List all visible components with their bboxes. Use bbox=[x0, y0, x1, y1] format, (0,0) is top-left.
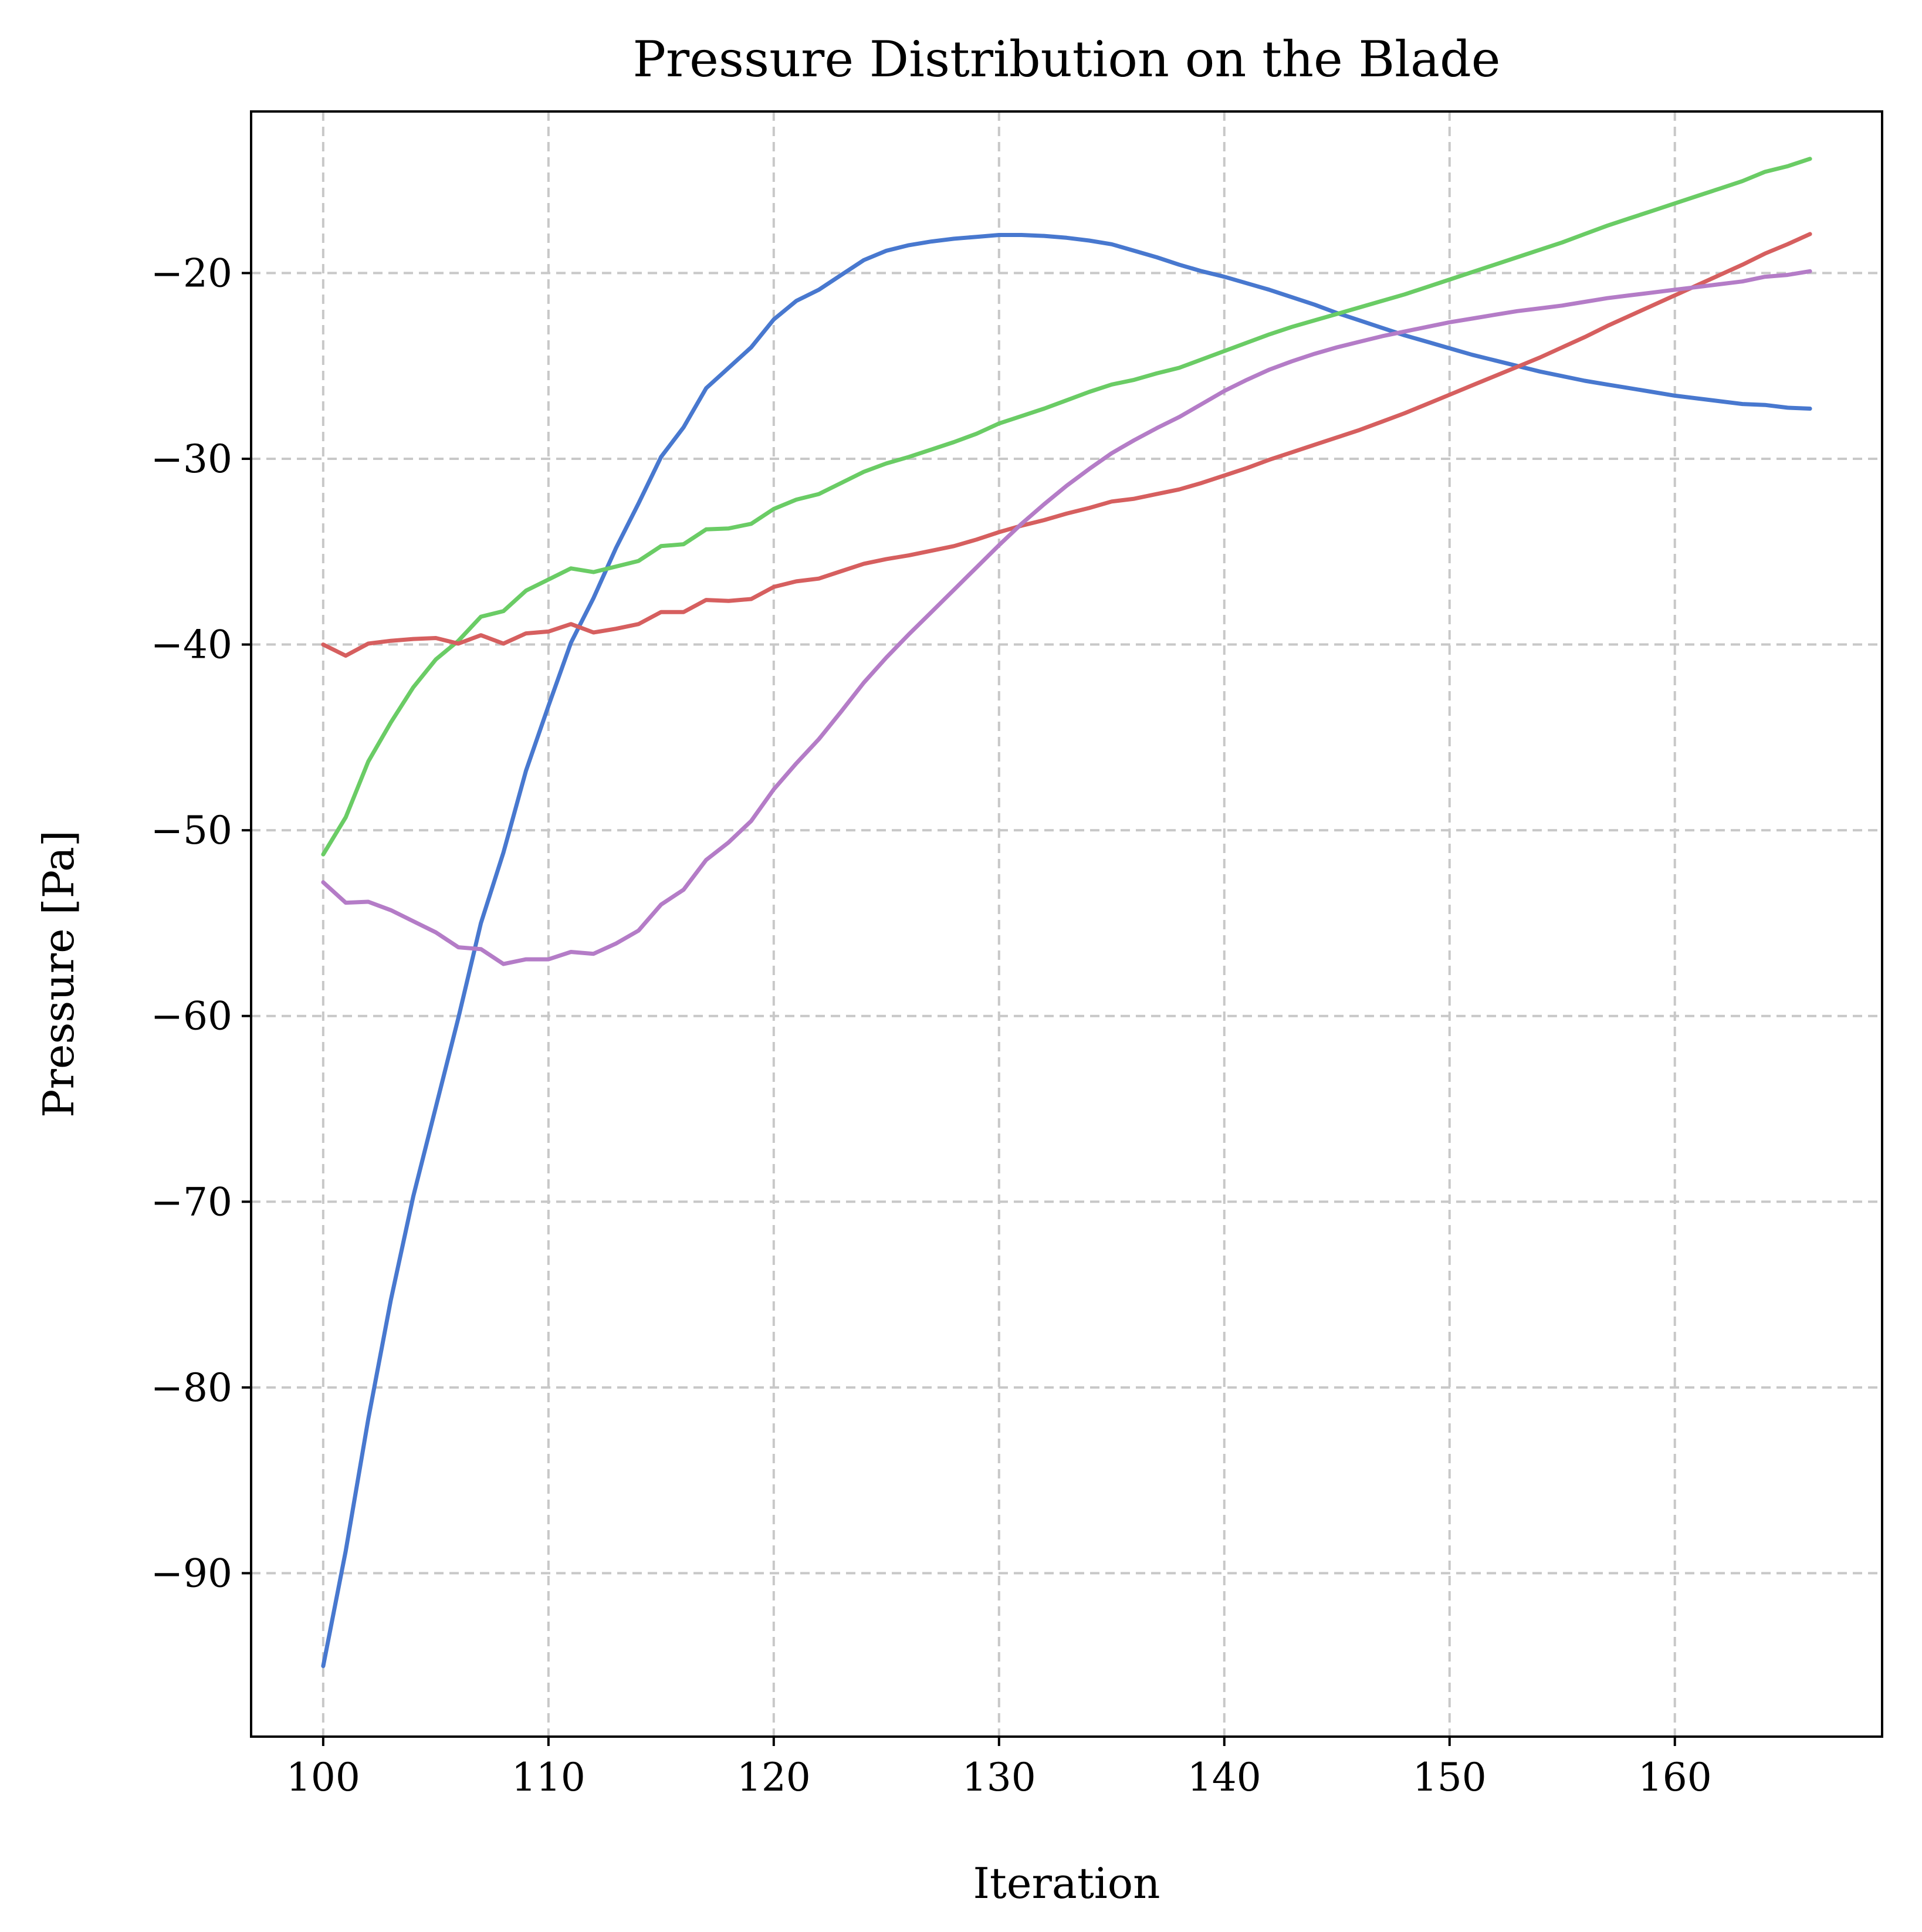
x-tick-label: 150 bbox=[1413, 1755, 1487, 1800]
series-line-4 bbox=[321, 269, 1812, 966]
y-tick-label: −80 bbox=[151, 1365, 232, 1410]
y-tick-label: −60 bbox=[151, 994, 232, 1039]
x-tick-label: 120 bbox=[737, 1755, 811, 1800]
chart-title: Pressure Distribution on the Blade bbox=[632, 31, 1500, 88]
x-tick-label: 140 bbox=[1187, 1755, 1261, 1800]
series-lines bbox=[321, 157, 1812, 1669]
axis-ticks: 100 110 120 130 140 150 160 −90 −80 −70 −60 −50 −40 −… bbox=[151, 251, 1712, 1800]
y-tick-label: −90 bbox=[151, 1551, 232, 1596]
plot-frame bbox=[250, 110, 1883, 1738]
x-axis-label: Iteration bbox=[973, 1859, 1160, 1908]
x-tick-label: 160 bbox=[1638, 1755, 1712, 1800]
x-tick-label: 110 bbox=[512, 1755, 586, 1800]
y-axis-label: Pressure [Pa] bbox=[34, 830, 83, 1118]
x-tick-label: 130 bbox=[962, 1755, 1036, 1800]
grid bbox=[251, 111, 1882, 1737]
series-line-2 bbox=[321, 157, 1812, 857]
y-tick-label: −20 bbox=[151, 251, 232, 296]
y-tick-label: −40 bbox=[151, 622, 232, 668]
series-line-1 bbox=[321, 233, 1812, 1669]
y-tick-label: −50 bbox=[151, 808, 232, 853]
series-line-3 bbox=[321, 232, 1812, 658]
x-tick-label: 100 bbox=[286, 1755, 360, 1800]
y-tick-label: −30 bbox=[151, 437, 232, 482]
y-tick-label: −70 bbox=[151, 1179, 232, 1224]
